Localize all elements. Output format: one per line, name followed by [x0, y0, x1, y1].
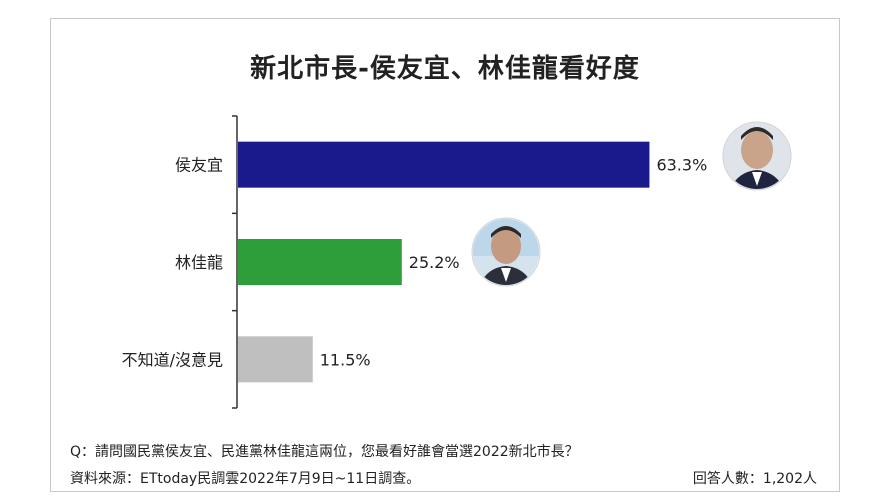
category-label-2: 林佳龍: [175, 253, 223, 272]
bar-2: [238, 239, 402, 285]
bar-1: [238, 141, 650, 188]
respondent-count: 回答人數：1,202人: [692, 471, 817, 487]
chart-title: 新北市長-侯友宜、林佳龍看好度: [250, 54, 640, 84]
value-label-2: 25.2%: [409, 253, 460, 272]
value-label-3: 11.5%: [320, 350, 371, 369]
category-label-3: 不知道/沒意見: [122, 350, 223, 369]
headshot-1-photo: [722, 121, 792, 191]
chart-frame: [50, 18, 840, 492]
headshot-2-photo: [471, 217, 541, 287]
data-source: 資料來源：ETtoday民調雲2022年7月9日~11日調查。: [70, 471, 421, 487]
survey-question: Q：請問國民黨侯友宜、民進黨林佳龍這兩位，您最看好誰會當選2022新北市長？: [70, 444, 579, 460]
bar-3: [238, 336, 313, 383]
category-label-1: 侯友宜: [175, 156, 223, 175]
value-label-1: 63.3%: [656, 156, 707, 175]
